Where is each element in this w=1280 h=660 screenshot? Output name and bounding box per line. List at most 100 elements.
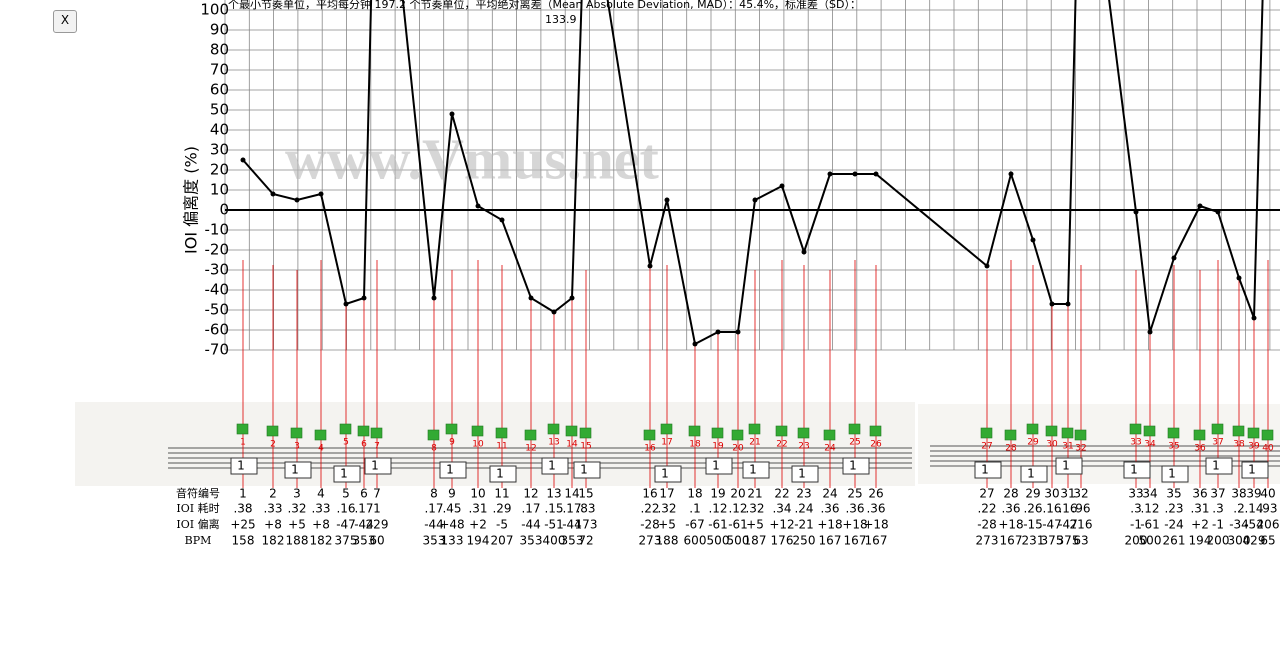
- beat-input[interactable]: [284, 461, 312, 479]
- beat-input[interactable]: [489, 465, 517, 483]
- ioi-time: .23: [1164, 502, 1183, 516]
- note-marker: [565, 425, 578, 437]
- note-number: 12: [525, 444, 536, 454]
- note-id: 12: [523, 487, 538, 501]
- beat-input[interactable]: [742, 461, 770, 479]
- note-number: 40: [1262, 444, 1274, 454]
- note-id: 29: [1025, 487, 1040, 501]
- note-marker: [848, 423, 861, 435]
- ioi-deviation: -21: [794, 518, 814, 532]
- ioi-deviation: +8: [264, 518, 282, 532]
- note-id: 28: [1003, 487, 1018, 501]
- y-tick-label: 10: [210, 181, 229, 199]
- note-marker: [427, 429, 440, 441]
- note-number: 24: [824, 444, 836, 454]
- note-id: 35: [1166, 487, 1181, 501]
- beat-input[interactable]: [439, 461, 467, 479]
- beat-input[interactable]: [791, 465, 819, 483]
- note-marker: [660, 423, 673, 435]
- beat-input[interactable]: [333, 465, 361, 483]
- note-marker: [1045, 425, 1058, 437]
- note-id: 5: [342, 487, 350, 501]
- beat-input-value: 1: [340, 467, 348, 481]
- bpm: 158: [232, 534, 255, 548]
- note-id: 30: [1044, 487, 1059, 501]
- ioi-deviation: +5: [658, 518, 676, 532]
- ioi-time: .32: [657, 502, 676, 516]
- ioi-deviation: -47: [1042, 518, 1062, 532]
- ioi-deviation: +12: [769, 518, 794, 532]
- note-number: 10: [472, 440, 484, 450]
- bpm: 273: [639, 534, 662, 548]
- note-number: 26: [870, 440, 882, 450]
- beat-input[interactable]: [1055, 457, 1083, 475]
- beat-input-value: 1: [1212, 459, 1220, 473]
- ioi-deviation: +25: [230, 518, 255, 532]
- ioi-time: .14: [1244, 502, 1263, 516]
- data-point: [1030, 237, 1036, 243]
- bpm: 188: [656, 534, 679, 548]
- beat-input-value: 1: [981, 463, 989, 477]
- bpm: 300: [1228, 534, 1251, 548]
- bpm: 375: [1041, 534, 1064, 548]
- ioi-time: .17: [521, 502, 540, 516]
- ioi-deviation: -44: [424, 518, 444, 532]
- beat-input-value: 1: [661, 467, 669, 481]
- beat-input[interactable]: [1205, 457, 1233, 475]
- plot-area: [240, 0, 1264, 347]
- y-tick-label: 80: [210, 41, 229, 59]
- data-point: [692, 341, 698, 347]
- y-tick-label: -50: [205, 301, 230, 319]
- beat-input[interactable]: [1020, 465, 1048, 483]
- note-id: 6: [360, 487, 368, 501]
- beat-input[interactable]: [541, 457, 569, 475]
- beat-input[interactable]: [705, 457, 733, 475]
- beat-input[interactable]: [1241, 461, 1269, 479]
- beat-input-value: 1: [749, 463, 757, 477]
- data-point: [801, 249, 807, 255]
- ioi-deviation: -61: [728, 518, 748, 532]
- beat-input[interactable]: [230, 457, 258, 475]
- bpm: 65: [1260, 534, 1275, 548]
- beat-input[interactable]: [1123, 461, 1151, 479]
- bpm: 375: [1057, 534, 1080, 548]
- note-id: 7: [373, 487, 381, 501]
- ioi-deviation: -47: [1058, 518, 1078, 532]
- data-point: [647, 263, 653, 269]
- bpm: 194: [467, 534, 490, 548]
- beat-input[interactable]: [364, 457, 392, 475]
- note-marker: [579, 427, 592, 439]
- note-number: 29: [1027, 438, 1039, 448]
- beat-input-value: 1: [849, 459, 857, 473]
- beat-input[interactable]: [974, 461, 1002, 479]
- ioi-time: .12: [708, 502, 727, 516]
- ioi-time: .12: [1140, 502, 1159, 516]
- ioi-deviation: -34: [1229, 518, 1249, 532]
- y-tick-label: -40: [205, 281, 230, 299]
- ioi-deviation: -47: [336, 518, 356, 532]
- note-number: 30: [1046, 440, 1058, 450]
- data-point: [1171, 255, 1177, 261]
- note-marker: [823, 429, 836, 441]
- close-button[interactable]: X: [53, 10, 77, 33]
- note-id: 10: [470, 487, 485, 501]
- beat-input[interactable]: [654, 465, 682, 483]
- beat-input[interactable]: [842, 457, 870, 475]
- note-number: 21: [749, 438, 760, 448]
- note-number: 37: [1212, 438, 1223, 448]
- note-id: 38: [1231, 487, 1246, 501]
- beat-input-value: 1: [237, 459, 245, 473]
- note-marker: [1247, 427, 1260, 439]
- beat-input[interactable]: [1161, 465, 1189, 483]
- beat-input[interactable]: [573, 461, 601, 479]
- note-marker: [980, 427, 993, 439]
- note-marker: [314, 429, 327, 441]
- bpm: 375: [335, 534, 358, 548]
- note-id: 39: [1246, 487, 1261, 501]
- beat-input-value: 1: [1168, 467, 1176, 481]
- bpm: 353: [423, 534, 446, 548]
- data-point: [852, 171, 858, 177]
- ioi-deviation: -51: [544, 518, 564, 532]
- note-id: 21: [747, 487, 762, 501]
